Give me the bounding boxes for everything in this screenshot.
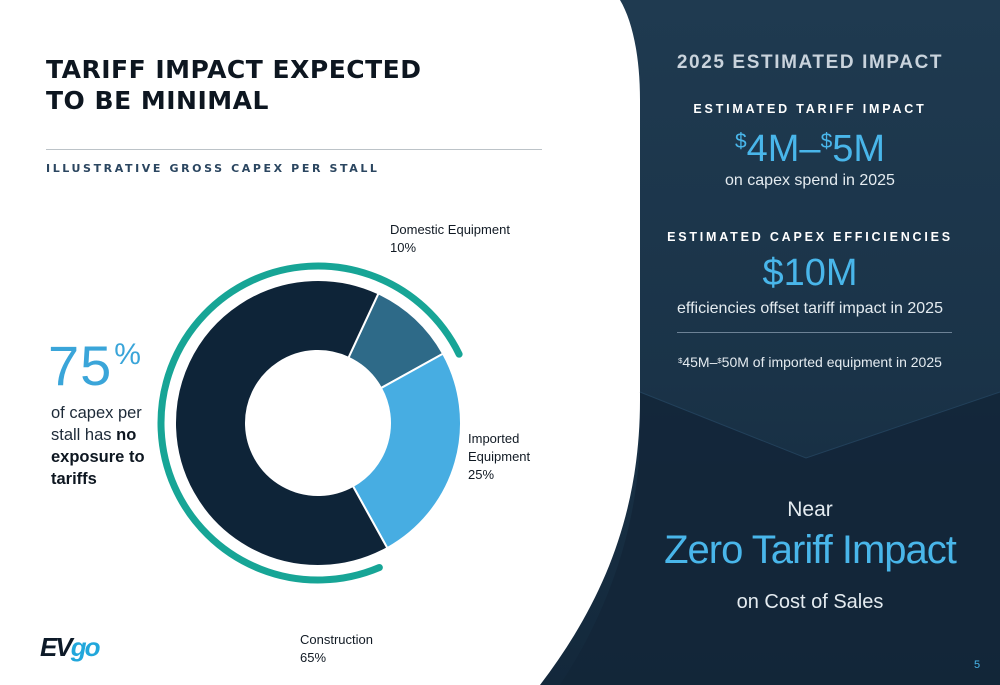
tariff-impact-value: $4M–$5M [640,128,980,171]
label-domestic-name: Domestic Equipment [390,222,510,237]
stat-text-bold: no exposure to tariffs [51,426,145,488]
tariff-separator: – [799,128,821,170]
label-imported-name: Imported Equipment [468,431,531,464]
capex-donut-chart [157,262,463,584]
donut-slice-construction [174,279,389,567]
title-divider [46,149,542,150]
no-tariff-exposure-accent-arc [157,262,463,584]
note-text: of imported equipment in 2025 [748,354,942,370]
capex-stat-text: of capex per stall has no exposure to ta… [51,402,161,490]
page-number: 5 [974,659,981,671]
label-construction: Construction 65% [300,631,373,667]
donut-slice-imported-equipment [351,352,462,550]
capex-stat-value: 75% [48,338,141,394]
label-imported-equipment: Imported Equipment 25% [468,430,538,484]
impact-heading: 2025 ESTIMATED IMPACT [676,52,944,73]
note-amount-1: 45M [682,354,710,370]
logo-go: go [70,632,101,662]
note-amount-2: 50M [721,354,749,370]
tariff-amount-2: 5M [832,128,885,170]
stat-percent-sign: % [114,338,141,371]
logo-ev: EV [40,632,73,662]
note-currency-1: $ [678,356,683,365]
label-construction-name: Construction [300,632,373,647]
page-title: TARIFF IMPACT EXPECTED TO BE MINIMAL [46,55,422,115]
imported-equipment-note: $45M–$50M of imported equipment in 2025 [640,354,980,370]
tariff-impact-label: ESTIMATED TARIFF IMPACT [693,102,927,116]
capex-efficiencies-value: $10M [762,252,858,294]
zero-tariff-impact-text: Zero Tariff Impact [664,528,957,572]
chart-subtitle: ILLUSTRATIVE GROSS CAPEX PER STALL [46,162,380,175]
note-separator: – [709,354,718,370]
near-text: Near [787,498,833,521]
tariff-amount-1: 4M [746,128,800,170]
tariff-impact-caption: on capex spend in 2025 [725,172,895,189]
stat-text-plain: of capex per stall has [51,404,142,444]
label-imported-value: 25% [468,467,495,482]
right-divider [677,332,952,333]
stat-number: 75 [48,334,113,397]
label-construction-value: 65% [300,650,327,665]
tariff-currency-2: $ [820,130,833,153]
label-domestic-equipment: Domestic Equipment 10% [390,221,510,257]
capex-efficiencies-label: ESTIMATED CAPEX EFFICIENCIES [667,230,953,244]
label-domestic-value: 10% [390,240,417,255]
tariff-currency-1: $ [735,130,747,153]
capex-efficiencies-caption: efficiencies offset tariff impact in 202… [677,300,943,317]
note-currency-2: $ [717,356,722,365]
evgo-logo: EVgo [40,632,101,663]
cost-of-sales-text: on Cost of Sales [736,591,884,613]
